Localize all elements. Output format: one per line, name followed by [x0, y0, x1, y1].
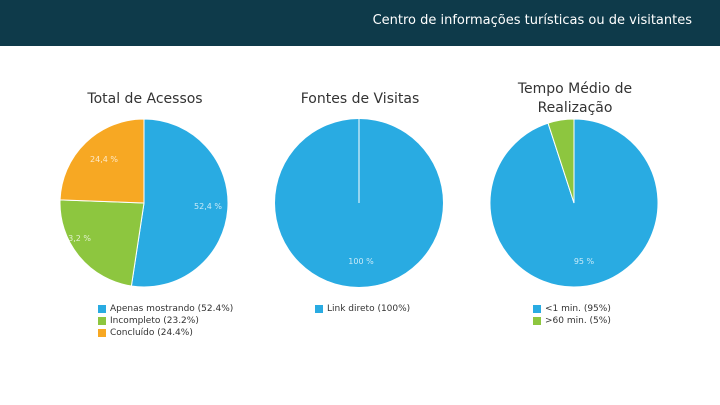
legend-label: Link direto (100%): [327, 304, 411, 314]
legend-label: <1 min. (95%): [545, 304, 611, 314]
legend-label: Apenas mostrando (52.4%): [110, 304, 234, 314]
legend-swatch: [533, 305, 541, 313]
pie-slice-total-acessos-2: [59, 118, 145, 204]
header-bar: Centro de informações turísticas ou de v…: [0, 0, 720, 46]
pie-slice-tempo-medio-1: [547, 118, 575, 204]
legend-total-acessos: Apenas mostrando (52.4%) Incompleto (23.…: [98, 303, 233, 339]
chart-title-tempo-medio: Tempo Médio de Realização: [517, 81, 633, 116]
legend-item: <1 min. (95%): [533, 303, 611, 315]
chart-title-total-acessos: Total de Acessos: [87, 91, 203, 107]
pie-slice-total-acessos-0: [130, 118, 229, 288]
pie-slice-total-acessos-1: [59, 199, 145, 287]
legend-swatch: [533, 317, 541, 325]
legend-label: Incompleto (23.2%): [110, 316, 199, 326]
legend-label: >60 min. (5%): [545, 316, 611, 326]
legend-item: Apenas mostrando (52.4%): [98, 303, 233, 315]
data-label-fontes-visitas-0: 100 %: [348, 257, 374, 266]
legend-item: Incompleto (23.2%): [98, 315, 233, 327]
legend-label: Concluído (24.4%): [110, 328, 193, 338]
legend-item: Concluído (24.4%): [98, 327, 233, 339]
data-label-total-acessos-2: 24,4 %: [90, 155, 118, 164]
legend-fontes-visitas: Link direto (100%): [315, 303, 410, 315]
data-label-total-acessos-0: 52,4 %: [194, 202, 222, 211]
legend-item: Link direto (100%): [315, 303, 410, 315]
legend-tempo-medio: <1 min. (95%) >60 min. (5%): [533, 303, 611, 327]
legend-swatch: [98, 329, 106, 337]
legend-swatch: [98, 305, 106, 313]
data-label-total-acessos-1: 23,2 %: [63, 234, 91, 243]
legend-item: >60 min. (5%): [533, 315, 611, 327]
chart-title-fontes-visitas: Fontes de Visitas: [300, 91, 420, 107]
page-title: Centro de informações turísticas ou de v…: [372, 13, 692, 28]
legend-swatch: [315, 305, 323, 313]
data-label-tempo-medio-0: 95 %: [574, 257, 595, 266]
legend-swatch: [98, 317, 106, 325]
